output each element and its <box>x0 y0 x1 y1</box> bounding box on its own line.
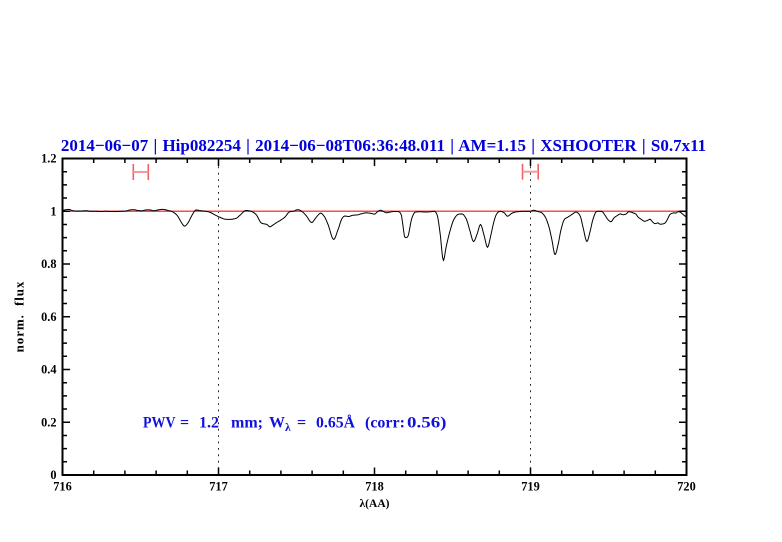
svg-text:1.2: 1.2 <box>41 152 56 166</box>
svg-text:0: 0 <box>50 468 56 482</box>
svg-text:719: 719 <box>521 480 539 494</box>
svg-text:PWV=1.2mm;Wλ=0.65Å(corr:0.56): PWV = 1.2 mm; Wλ = 0.65Å (corr: 0.56) <box>143 414 447 435</box>
svg-text:0.6: 0.6 <box>41 310 56 324</box>
svg-text:1: 1 <box>50 204 56 218</box>
svg-text:720: 720 <box>677 480 695 494</box>
svg-text:717: 717 <box>209 480 227 494</box>
svg-text:norm. flux: norm. flux <box>12 281 27 353</box>
svg-text:0.2: 0.2 <box>41 415 56 429</box>
svg-text:λ(AA): λ(AA) <box>360 498 390 510</box>
svg-text:0.8: 0.8 <box>41 257 56 271</box>
svg-text:718: 718 <box>365 480 383 494</box>
svg-text:2014−06−07 | Hip082254 | 2014−: 2014−06−07 | Hip082254 | 2014−06−08T06:3… <box>61 136 706 155</box>
svg-text:716: 716 <box>53 480 71 494</box>
svg-text:0.4: 0.4 <box>41 363 56 377</box>
